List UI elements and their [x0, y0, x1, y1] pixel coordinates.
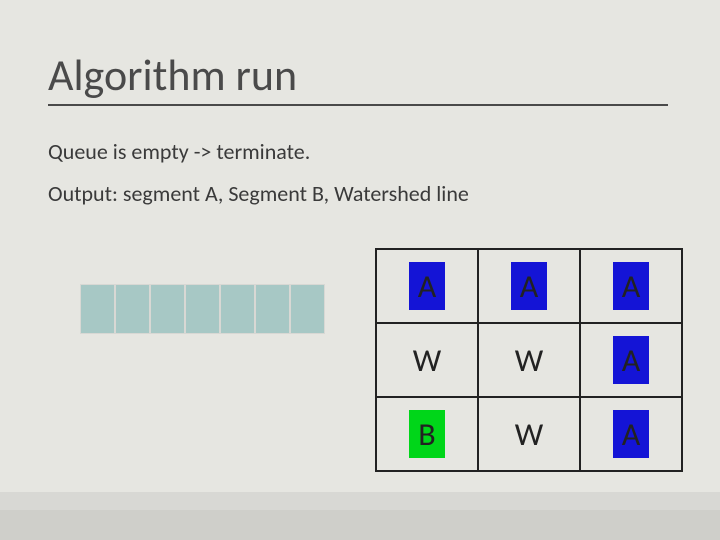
slide: Algorithm run Queue is empty -> terminat… [0, 0, 720, 540]
queue-cell [255, 284, 290, 334]
grid-cell: A [376, 249, 478, 323]
cell-label: W [511, 415, 547, 454]
cell-label: A [618, 415, 645, 454]
cell-label: W [511, 341, 547, 380]
cell-label: A [516, 267, 543, 306]
grid-cell: W [478, 323, 580, 397]
cell-label: A [618, 267, 645, 306]
grid-cell: A [580, 397, 682, 471]
body-line-2: Output: segment A, Segment B, Watershed … [48, 180, 469, 207]
queue-cell [220, 284, 255, 334]
grid-row: AAA [376, 249, 682, 323]
queue-strip [80, 284, 325, 334]
queue-cell [150, 284, 185, 334]
grid-cell: A [478, 249, 580, 323]
body-line-1: Queue is empty -> terminate. [48, 138, 310, 165]
grid-cell: A [580, 323, 682, 397]
cell-label: B [414, 415, 439, 454]
queue-cell [185, 284, 220, 334]
grid-row: BWA [376, 397, 682, 471]
grid-cell: A [580, 249, 682, 323]
grid-cell: B [376, 397, 478, 471]
slide-title: Algorithm run [48, 48, 668, 106]
grid-row: WWA [376, 323, 682, 397]
queue-cell [115, 284, 150, 334]
queue-cell [80, 284, 115, 334]
grid-body: AAAWWABWA [376, 249, 682, 471]
shadow-bar [0, 510, 720, 540]
grid-cell: W [478, 397, 580, 471]
queue-cell [290, 284, 325, 334]
cell-label: W [409, 341, 445, 380]
cell-label: A [414, 267, 441, 306]
grid-cell: W [376, 323, 478, 397]
output-grid: AAAWWABWA [375, 248, 683, 472]
cell-label: A [618, 341, 645, 380]
